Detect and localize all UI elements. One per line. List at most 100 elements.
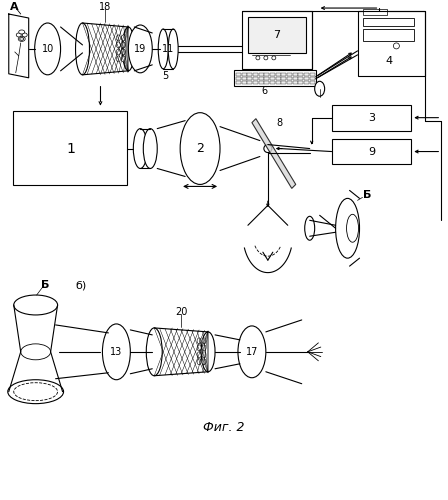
Bar <box>276 81 281 84</box>
Text: 1: 1 <box>66 142 75 156</box>
Text: 7: 7 <box>273 30 280 40</box>
Ellipse shape <box>20 38 24 40</box>
Ellipse shape <box>197 359 201 365</box>
Bar <box>236 77 241 80</box>
Bar <box>332 138 411 164</box>
Text: 11: 11 <box>162 44 174 54</box>
Text: 4: 4 <box>386 56 393 66</box>
Bar <box>270 73 275 76</box>
Ellipse shape <box>305 216 314 240</box>
Ellipse shape <box>116 42 121 48</box>
Ellipse shape <box>121 56 125 62</box>
Ellipse shape <box>336 198 359 258</box>
Bar <box>281 81 286 84</box>
Text: 2: 2 <box>196 142 204 155</box>
Bar <box>241 81 246 84</box>
Text: 10: 10 <box>42 44 54 54</box>
Ellipse shape <box>347 214 358 242</box>
Text: 8: 8 <box>277 118 283 128</box>
Bar <box>281 77 286 80</box>
Ellipse shape <box>18 36 25 42</box>
Bar <box>298 77 303 80</box>
Ellipse shape <box>202 352 206 358</box>
Text: 20: 20 <box>175 307 187 317</box>
Ellipse shape <box>197 345 201 351</box>
Bar <box>264 81 269 84</box>
Bar <box>287 77 292 80</box>
Ellipse shape <box>122 27 134 71</box>
Bar <box>258 73 264 76</box>
Bar <box>253 73 258 76</box>
Bar <box>293 73 298 76</box>
Ellipse shape <box>202 359 206 365</box>
Ellipse shape <box>121 42 125 48</box>
Bar <box>362 29 414 41</box>
Text: 19: 19 <box>134 44 146 54</box>
Text: А: А <box>10 2 19 12</box>
Ellipse shape <box>393 43 399 49</box>
Bar <box>270 81 275 84</box>
Ellipse shape <box>8 380 64 404</box>
Bar <box>293 81 298 84</box>
Bar <box>293 77 298 80</box>
Ellipse shape <box>180 112 220 184</box>
Bar <box>310 81 315 84</box>
Text: 5: 5 <box>162 71 168 81</box>
Ellipse shape <box>121 35 125 41</box>
Text: 17: 17 <box>246 347 258 357</box>
Bar <box>258 77 264 80</box>
Bar <box>362 18 414 26</box>
Ellipse shape <box>134 128 147 168</box>
Ellipse shape <box>238 326 266 378</box>
Bar <box>241 73 246 76</box>
Ellipse shape <box>128 25 152 73</box>
Ellipse shape <box>116 49 121 55</box>
Ellipse shape <box>264 56 268 60</box>
Ellipse shape <box>14 295 58 315</box>
Bar <box>241 77 246 80</box>
Ellipse shape <box>76 23 90 75</box>
Bar <box>332 104 411 130</box>
Bar <box>247 73 252 76</box>
Bar <box>310 77 315 80</box>
Ellipse shape <box>264 144 272 152</box>
Bar <box>253 81 258 84</box>
Ellipse shape <box>158 29 168 69</box>
Bar <box>298 73 303 76</box>
Ellipse shape <box>314 82 325 96</box>
Bar <box>287 73 292 76</box>
Bar <box>264 73 269 76</box>
Bar <box>242 11 312 69</box>
Bar <box>236 73 241 76</box>
Bar <box>247 77 252 80</box>
Bar <box>304 81 309 84</box>
Ellipse shape <box>168 29 178 69</box>
Bar <box>362 9 388 15</box>
Bar <box>358 11 425 76</box>
Ellipse shape <box>103 324 130 380</box>
Bar <box>270 77 275 80</box>
Ellipse shape <box>34 23 60 75</box>
Bar <box>298 81 303 84</box>
Bar <box>264 77 269 80</box>
Text: б): б) <box>75 280 86 290</box>
Ellipse shape <box>272 56 276 60</box>
Ellipse shape <box>19 30 25 34</box>
Bar <box>253 77 258 80</box>
Text: 9: 9 <box>368 146 375 156</box>
Text: 13: 13 <box>110 347 122 357</box>
Ellipse shape <box>14 382 58 400</box>
Bar <box>310 73 315 76</box>
Text: Фиг. 2: Фиг. 2 <box>203 421 245 434</box>
Bar <box>281 73 286 76</box>
Bar <box>236 81 241 84</box>
Polygon shape <box>252 118 296 188</box>
Bar <box>276 73 281 76</box>
Ellipse shape <box>21 344 51 360</box>
Bar <box>304 77 309 80</box>
Bar <box>248 17 306 53</box>
Text: Б: Б <box>42 280 50 290</box>
Bar <box>234 70 316 86</box>
Ellipse shape <box>256 56 260 60</box>
Ellipse shape <box>202 345 206 351</box>
